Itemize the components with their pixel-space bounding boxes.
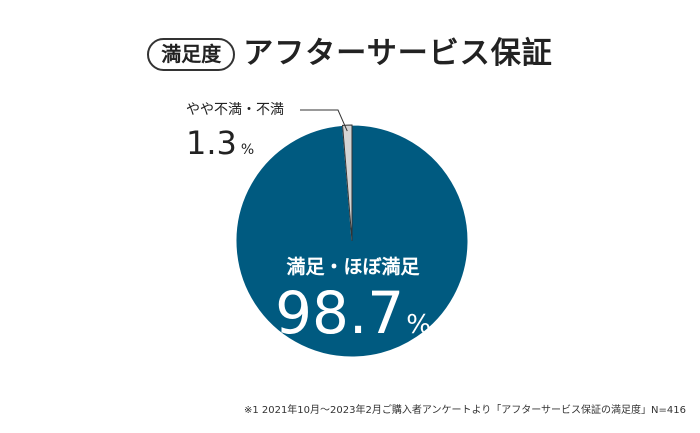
slice-value-satisfied: 98.7% xyxy=(250,280,456,346)
slice-value-dissatisfied-unit: % xyxy=(240,142,255,158)
title-main: アフターサービス保証 xyxy=(243,36,553,71)
slice-value-dissatisfied-number: 1.3 xyxy=(186,124,237,162)
leader-line xyxy=(300,109,348,132)
slice-label-satisfied: 満足・ほぼ満足 xyxy=(286,256,420,278)
slice-value-dissatisfied: 1.3% xyxy=(186,124,254,162)
title-badge: 満足度 xyxy=(147,37,236,71)
slice-value-satisfied-unit: % xyxy=(406,310,431,340)
slice-value-satisfied-number: 98.7 xyxy=(275,279,405,347)
pie-slice-dissatisfied xyxy=(341,124,353,242)
footnote: ※1 2021年10月～2023年2月ご購入者アンケートより「アフターサービス保… xyxy=(243,405,686,416)
chart-title: 満足度 アフターサービス保証 xyxy=(0,34,700,74)
slice-label-dissatisfied: やや不満・不満 xyxy=(186,102,284,118)
